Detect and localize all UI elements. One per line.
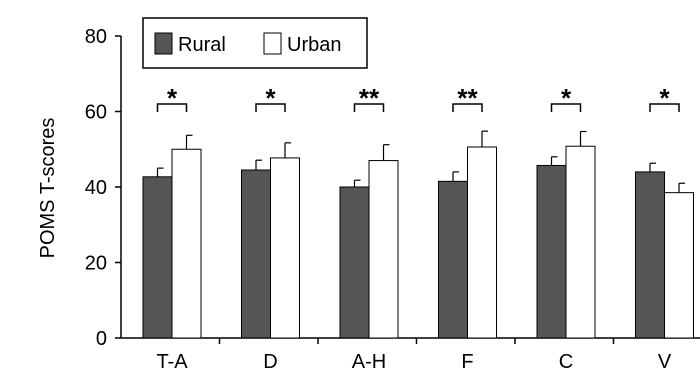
significance-label: * — [561, 83, 572, 113]
bar-urban — [270, 157, 300, 339]
x-tick-label: C — [559, 351, 573, 373]
legend-swatch-rural — [154, 32, 173, 55]
significance-bracket — [353, 103, 385, 112]
significance-label: * — [167, 83, 178, 113]
bar-rural — [536, 164, 567, 339]
bar-urban — [467, 146, 497, 339]
significance-label: ** — [457, 83, 478, 113]
legend: Rural Urban — [142, 17, 368, 69]
significance-bracket — [550, 103, 582, 112]
y-tick-label: 40 — [85, 177, 107, 199]
bar-rural — [438, 180, 468, 339]
significance-bracket — [156, 103, 188, 112]
bar-urban — [368, 160, 399, 339]
significance-bracket — [649, 103, 680, 112]
significance-bracket — [452, 103, 483, 112]
bar-urban — [565, 145, 596, 339]
bar-rural — [241, 169, 271, 339]
x-tick-label: T-A — [156, 351, 188, 373]
significance-label: * — [265, 83, 276, 113]
axes: 0 20 40 60 80 T-A D A-H F C V — [85, 26, 700, 373]
x-tick-label: V — [658, 351, 672, 373]
significance-label: * — [659, 83, 670, 113]
bars — [142, 130, 694, 339]
significance-markers: * * ** ** * * — [156, 83, 680, 113]
bar-rural — [142, 176, 173, 339]
x-tick-label: D — [263, 351, 277, 373]
legend-label-rural: Rural — [178, 34, 226, 56]
bar-urban — [171, 148, 202, 339]
y-tick-label: 60 — [85, 102, 107, 124]
bar-rural — [339, 186, 370, 339]
significance-bracket — [255, 103, 286, 112]
bar-urban — [664, 192, 694, 339]
y-tick-label: 80 — [85, 26, 107, 48]
legend-swatch-urban — [263, 32, 282, 55]
significance-label: ** — [359, 83, 380, 113]
y-tick-label: 0 — [96, 328, 107, 350]
legend-box — [142, 17, 368, 69]
y-axis-label: POMS T-scores — [37, 118, 59, 259]
y-tick-label: 20 — [85, 253, 107, 275]
legend-label-urban: Urban — [287, 34, 341, 56]
bar-rural — [635, 171, 665, 339]
x-tick-label: A-H — [352, 351, 386, 373]
x-tick-label: F — [461, 351, 473, 373]
